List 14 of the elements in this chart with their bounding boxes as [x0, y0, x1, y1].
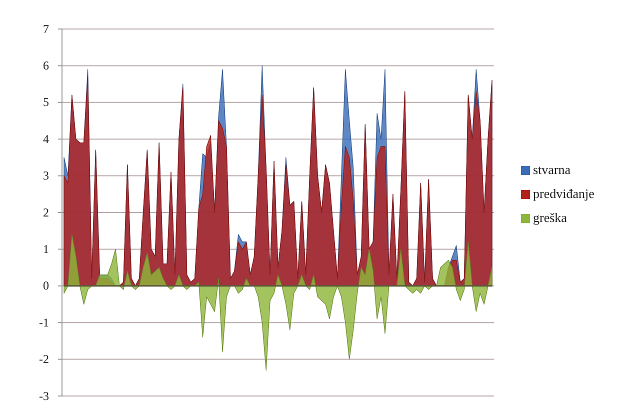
legend-label: stvarna: [533, 162, 571, 177]
y-tick-label: 7: [43, 22, 49, 36]
y-tick-label: 2: [43, 205, 49, 220]
y-tick-label: -3: [39, 388, 49, 403]
y-tick-label: -1: [39, 315, 49, 330]
y-tick-label: 3: [43, 168, 49, 183]
legend-label: greška: [533, 210, 568, 225]
y-tick-label: 6: [43, 58, 49, 73]
legend-label: predviđanje: [533, 186, 595, 201]
y-tick-label: 1: [43, 242, 49, 256]
y-tick-label: 4: [43, 132, 49, 146]
y-tick-label: -2: [39, 352, 49, 366]
y-tick-label: 5: [43, 95, 49, 110]
y-tick-label: 0: [43, 278, 49, 293]
